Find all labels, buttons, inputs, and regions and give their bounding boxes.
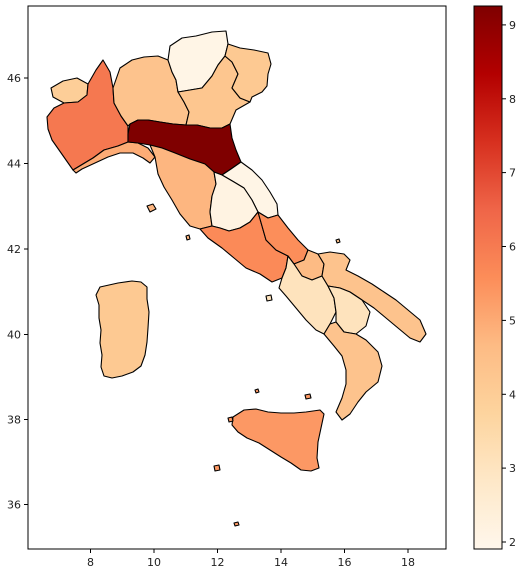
colorbar-tick-label: 8 — [509, 93, 516, 106]
colorbar-tick-label: 9 — [509, 19, 516, 32]
x-tick-label: 18 — [401, 556, 415, 569]
colorbar — [473, 5, 503, 550]
region-sardegna — [95, 280, 150, 379]
island-egadi — [227, 416, 234, 423]
colorbar-tick-label: 4 — [509, 388, 516, 401]
y-tick-label: 44 — [7, 158, 21, 171]
colorbar-tick-label: 2 — [509, 536, 516, 549]
colorbar-tick-label: 7 — [509, 167, 516, 180]
region-calabria — [323, 321, 383, 421]
region-sicilia — [231, 408, 325, 472]
region-basilicata — [327, 285, 371, 335]
x-tick-label: 14 — [274, 556, 288, 569]
regions-layer — [46, 30, 427, 527]
island-ischia — [265, 294, 273, 302]
y-tick-label: 38 — [7, 414, 21, 427]
x-axis: 8 10 12 14 16 18 — [87, 549, 415, 569]
y-tick-label: 40 — [7, 329, 21, 342]
x-tick-label: 16 — [338, 556, 352, 569]
colorbar-tick-label: 5 — [509, 314, 516, 327]
map-axes — [27, 5, 447, 550]
colorbar-tick-label: 6 — [509, 241, 516, 254]
island-elba — [146, 203, 157, 213]
colorbar-axis: 2 3 4 5 6 7 8 9 — [502, 19, 516, 549]
x-tick-label: 10 — [147, 556, 161, 569]
y-axis: 36 38 40 42 44 46 — [7, 72, 28, 512]
region-liguria — [72, 141, 156, 174]
y-tick-label: 46 — [7, 72, 21, 85]
x-tick-label: 8 — [87, 556, 94, 569]
island-eolie — [304, 393, 312, 400]
region-friuli-venezia-giulia — [224, 43, 272, 103]
island-giglio — [185, 234, 191, 241]
x-tick-label: 12 — [211, 556, 225, 569]
colorbar-tick-label: 3 — [509, 462, 516, 475]
y-tick-label: 36 — [7, 499, 21, 512]
island-pantelleria — [213, 464, 221, 472]
island-lampedusa — [233, 521, 240, 527]
y-tick-label: 42 — [7, 243, 21, 256]
island-ustica — [254, 388, 260, 394]
island-tremiti — [335, 238, 341, 244]
